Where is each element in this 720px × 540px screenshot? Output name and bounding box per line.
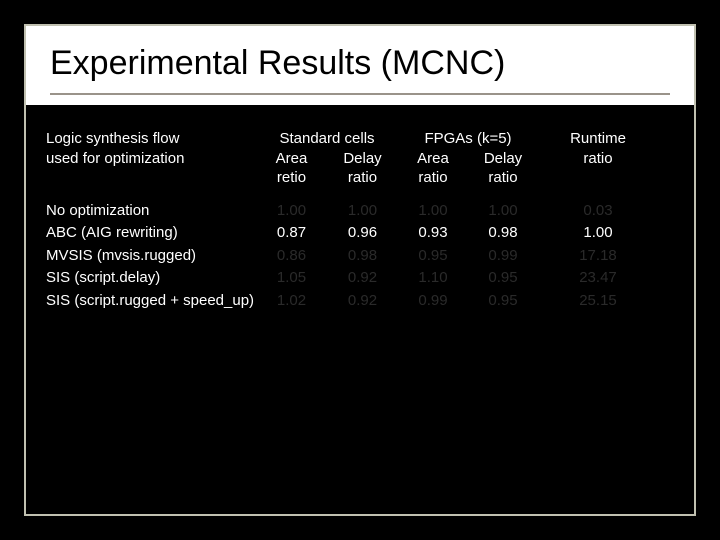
table-cell: 0.87 (256, 222, 327, 245)
table-cell: 1.00 (468, 200, 538, 223)
row-label: SIS (script.delay) (46, 267, 256, 290)
table-cell: 0.95 (468, 267, 538, 290)
header-flow: Logic synthesis flow used for optimizati… (46, 129, 256, 170)
table-cell: 0.99 (398, 290, 468, 313)
table-cell: 23.47 (538, 267, 638, 290)
table-cell: 1.02 (256, 290, 327, 313)
table-cell: 1.00 (327, 200, 398, 223)
table-cell: 1.10 (398, 267, 468, 290)
header-fpga-delay: Delay ratio (468, 149, 538, 188)
table-cell: 25.15 (538, 290, 638, 313)
table-cell: 1.00 (398, 200, 468, 223)
table-row: SIS (script.rugged + speed_up)1.020.920.… (46, 290, 674, 313)
header-std-area: Area retio (256, 149, 327, 188)
table-cell: 0.92 (327, 290, 398, 313)
table-cell: 1.05 (256, 267, 327, 290)
row-label: MVSIS (mvsis.rugged) (46, 245, 256, 268)
table-cell: 0.92 (327, 267, 398, 290)
header-fpga: FPGAs (k=5) Area ratio Delay ratio (398, 129, 538, 188)
header-fpga-area: Area ratio (398, 149, 468, 188)
table-cell: 1.00 (256, 200, 327, 223)
table-cell: 0.86 (256, 245, 327, 268)
table-cell: 17.18 (538, 245, 638, 268)
table-cell: 0.98 (468, 222, 538, 245)
results-table: Logic synthesis flow used for optimizati… (46, 129, 674, 312)
table-body: No optimization1.001.001.001.000.03ABC (… (46, 200, 674, 313)
table-cell: 0.95 (398, 245, 468, 268)
title-area: Experimental Results (MCNC) (26, 26, 694, 105)
slide-frame: Experimental Results (MCNC) Logic synthe… (24, 24, 696, 516)
slide-title: Experimental Results (MCNC) (50, 44, 670, 83)
row-label: ABC (AIG rewriting) (46, 222, 256, 245)
row-label: SIS (script.rugged + speed_up) (46, 290, 256, 313)
header-runtime: Runtime ratio (538, 129, 638, 168)
table-header: Logic synthesis flow used for optimizati… (46, 129, 674, 200)
content-area: Logic synthesis flow used for optimizati… (26, 105, 694, 336)
row-label: No optimization (46, 200, 256, 223)
table-cell: 0.99 (468, 245, 538, 268)
table-row: MVSIS (mvsis.rugged)0.860.980.950.9917.1… (46, 245, 674, 268)
table-cell: 1.00 (538, 222, 638, 245)
table-row: SIS (script.delay)1.050.921.100.9523.47 (46, 267, 674, 290)
header-standard-cells: Standard cells Area retio Delay ratio (256, 129, 398, 188)
header-std-delay: Delay ratio (327, 149, 398, 188)
title-underline (50, 93, 670, 95)
table-cell: 0.95 (468, 290, 538, 313)
table-cell: 0.98 (327, 245, 398, 268)
table-cell: 0.96 (327, 222, 398, 245)
table-row: No optimization1.001.001.001.000.03 (46, 200, 674, 223)
table-cell: 0.03 (538, 200, 638, 223)
table-row: ABC (AIG rewriting)0.870.960.930.981.00 (46, 222, 674, 245)
table-cell: 0.93 (398, 222, 468, 245)
